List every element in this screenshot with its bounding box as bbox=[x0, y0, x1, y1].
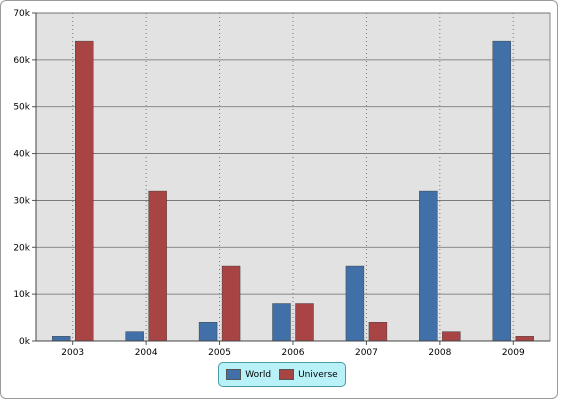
bar-universe-2005[interactable] bbox=[221, 265, 241, 342]
y-tick-label: 50k bbox=[13, 103, 30, 113]
x-tick-label: 2008 bbox=[428, 348, 451, 358]
y-tick-label: 20k bbox=[13, 243, 30, 253]
x-tick-label: 2005 bbox=[208, 348, 231, 358]
y-tick-label: 10k bbox=[13, 290, 30, 300]
y-tick-label: 70k bbox=[13, 9, 30, 19]
bar-world-2005[interactable] bbox=[198, 322, 218, 342]
y-tick-label: 40k bbox=[13, 150, 30, 160]
legend: World Universe bbox=[218, 362, 346, 387]
y-axis-ticks: 0k 10k 20k 30k 40k 50k 60k 70k bbox=[13, 9, 36, 347]
x-tick-label: 2004 bbox=[135, 348, 158, 358]
bar-world-2006[interactable] bbox=[272, 303, 291, 342]
bar-world-2003[interactable] bbox=[52, 336, 71, 342]
legend-swatch-world bbox=[226, 369, 242, 380]
bars bbox=[52, 40, 534, 342]
bar-universe-2007[interactable] bbox=[368, 322, 388, 342]
x-tick-label: 2007 bbox=[355, 348, 378, 358]
bar-universe-2003[interactable] bbox=[75, 40, 94, 342]
legend-label-universe: Universe bbox=[298, 369, 338, 380]
bar-world-2009[interactable] bbox=[492, 40, 511, 342]
x-axis-ticks: 2003 2004 2005 2006 2007 2008 2009 bbox=[61, 341, 525, 358]
y-tick-label: 0k bbox=[19, 337, 31, 347]
bar-universe-2008[interactable] bbox=[442, 331, 461, 342]
bar-world-2007[interactable] bbox=[345, 265, 365, 342]
legend-item-world[interactable]: World bbox=[226, 369, 271, 380]
bar-world-2004[interactable] bbox=[125, 331, 144, 342]
x-tick-label: 2006 bbox=[282, 348, 305, 358]
y-tick-label: 30k bbox=[13, 196, 30, 206]
legend-label-world: World bbox=[245, 369, 272, 380]
x-tick-label: 2009 bbox=[502, 348, 525, 358]
bar-universe-2009[interactable] bbox=[515, 336, 534, 342]
legend-item-universe[interactable]: Universe bbox=[279, 369, 338, 380]
bar-universe-2006[interactable] bbox=[295, 303, 314, 342]
bar-world-2008[interactable] bbox=[419, 190, 438, 342]
bar-universe-2004[interactable] bbox=[148, 190, 167, 342]
y-tick-label: 60k bbox=[13, 56, 30, 66]
gridlines bbox=[36, 12, 550, 341]
legend-swatch-universe bbox=[279, 369, 295, 380]
x-tick-label: 2003 bbox=[61, 348, 84, 358]
